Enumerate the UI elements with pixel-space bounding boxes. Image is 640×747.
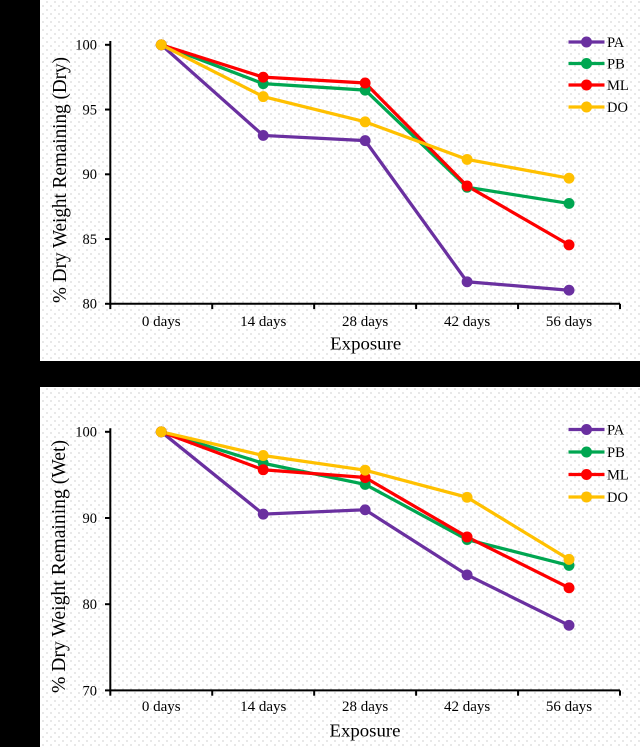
svg-text:100: 100 (75, 425, 97, 441)
svg-text:70: 70 (83, 683, 98, 699)
svg-text:Exposure: Exposure (330, 334, 401, 354)
svg-text:PA: PA (607, 422, 625, 438)
svg-text:42 days: 42 days (444, 314, 490, 330)
svg-text:DO: DO (607, 100, 628, 116)
svg-text:14 days: 14 days (240, 314, 286, 330)
svg-text:(b): (b) (14, 417, 33, 434)
svg-text:28 days: 28 days (342, 699, 388, 715)
svg-text:95: 95 (83, 102, 98, 118)
svg-text:56 days: 56 days (546, 699, 592, 715)
svg-text:42 days: 42 days (444, 699, 490, 715)
svg-text:0 days: 0 days (142, 699, 181, 715)
svg-text:PA: PA (607, 35, 625, 51)
svg-text:85: 85 (83, 232, 98, 248)
svg-text:% Dry Weight Remaining (Wet): % Dry Weight Remaining (Wet) (48, 440, 70, 693)
svg-text:28 days: 28 days (342, 314, 388, 330)
svg-text:PB: PB (607, 445, 625, 461)
svg-text:56 days: 56 days (546, 314, 592, 330)
svg-text:90: 90 (83, 511, 98, 527)
svg-text:PB: PB (607, 56, 625, 72)
svg-text:80: 80 (83, 297, 98, 313)
svg-text:100: 100 (75, 38, 97, 54)
svg-text:0 days: 0 days (142, 314, 181, 330)
svg-text:Exposure: Exposure (330, 721, 401, 741)
svg-text:(a): (a) (14, 38, 32, 55)
svg-text:80: 80 (83, 597, 98, 613)
svg-text:% Dry Weight Remaining (Dry): % Dry Weight Remaining (Dry) (49, 57, 71, 303)
svg-text:ML: ML (607, 467, 629, 483)
svg-text:90: 90 (83, 167, 98, 183)
svg-text:DO: DO (607, 490, 628, 506)
svg-text:ML: ML (607, 78, 629, 94)
svg-text:14 days: 14 days (240, 699, 286, 715)
